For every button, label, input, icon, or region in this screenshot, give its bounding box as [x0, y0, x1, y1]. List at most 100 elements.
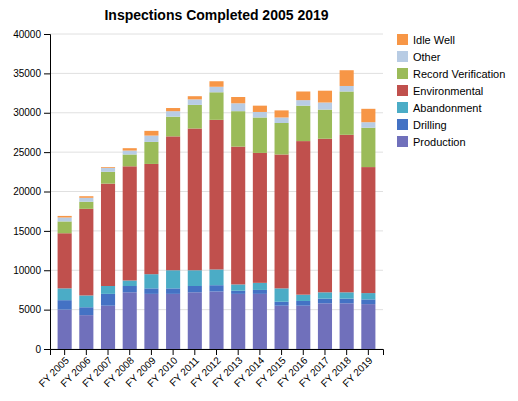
y-tick-mark	[44, 152, 50, 153]
bar	[361, 122, 375, 128]
title: Inspections Completed 2005 2019	[104, 7, 328, 23]
legend-swatch	[397, 51, 408, 62]
bar	[188, 270, 202, 286]
bar	[144, 142, 158, 164]
bar	[188, 129, 202, 271]
bar	[296, 106, 310, 141]
bar	[209, 81, 223, 87]
bars	[58, 70, 376, 349]
bar	[101, 184, 115, 286]
bar	[296, 301, 310, 306]
x-tick-mark	[259, 349, 260, 355]
bar	[209, 269, 223, 285]
series	[58, 86, 376, 221]
x-tick-mark	[368, 349, 369, 355]
x-axis-line	[51, 350, 384, 356]
y-tick: 30000	[13, 107, 50, 118]
bar	[144, 274, 158, 288]
plot: 0500010000150002000025000300003500040000…	[13, 29, 383, 389]
bar	[188, 292, 202, 349]
bar	[123, 151, 137, 155]
legend-label: Idle Well	[413, 34, 455, 46]
bar	[231, 284, 245, 290]
bar	[340, 292, 354, 298]
y-tick: 15000	[13, 226, 50, 237]
bar	[318, 292, 332, 298]
legend-label: Other	[413, 51, 441, 63]
y-tick-label: 20000	[13, 186, 41, 197]
bar	[253, 106, 267, 112]
bar	[188, 96, 202, 99]
legend-item: Drilling	[397, 119, 447, 131]
bar	[296, 295, 310, 301]
bar	[209, 285, 223, 291]
bar	[231, 103, 245, 111]
legend-label: Record Verification	[413, 68, 505, 80]
bar	[101, 172, 115, 184]
bar	[144, 136, 158, 142]
y-tick-mark	[44, 113, 50, 114]
bar	[340, 70, 354, 86]
bar	[123, 286, 137, 292]
bar	[79, 209, 93, 296]
bar	[231, 291, 245, 294]
bar	[188, 99, 202, 105]
legend-label: Drilling	[413, 119, 447, 131]
x-tick-mark	[86, 349, 87, 355]
bar	[361, 167, 375, 293]
x-tick-mark	[129, 349, 130, 355]
x-tick-mark	[151, 349, 152, 355]
bar	[318, 139, 332, 293]
series	[58, 120, 376, 296]
series	[58, 91, 376, 233]
x-tick-mark	[281, 349, 282, 355]
bar	[166, 111, 180, 117]
bar	[318, 110, 332, 139]
bar	[275, 288, 289, 301]
y-axis: 0500010000150002000025000300003500040000	[13, 29, 50, 355]
bar	[188, 286, 202, 292]
bar	[340, 86, 354, 92]
bar	[361, 293, 375, 299]
legend-item: Idle Well	[397, 34, 455, 46]
bar	[318, 103, 332, 110]
bar	[253, 117, 267, 152]
bar	[340, 91, 354, 134]
y-tick-label: 10000	[13, 265, 41, 276]
bar	[123, 166, 137, 280]
legend-item: Environmental	[397, 85, 483, 97]
y-tick-mark	[44, 34, 50, 35]
legend-item: Record Verification	[397, 68, 505, 80]
grid-line	[50, 34, 383, 35]
legend-swatch	[397, 68, 408, 79]
legend-item: Abandonment	[397, 102, 482, 114]
bar	[209, 87, 223, 93]
legend-label: Production	[413, 136, 466, 148]
bar	[166, 108, 180, 111]
bar	[275, 302, 289, 306]
x-tick-mark	[108, 349, 109, 355]
bar	[144, 288, 158, 294]
bar	[123, 154, 137, 166]
x-tick-label: FY 2019	[340, 354, 375, 389]
legend-label: Environmental	[413, 85, 483, 97]
bar	[166, 288, 180, 294]
bar	[361, 304, 375, 349]
legend-swatch	[397, 119, 408, 130]
bar	[144, 164, 158, 274]
bar	[209, 92, 223, 120]
y-tick-mark	[44, 231, 50, 232]
bar	[79, 202, 93, 209]
bar	[101, 294, 115, 306]
x-tick: FY 2019	[340, 349, 375, 389]
y-tick-label: 40000	[13, 29, 41, 40]
y-tick-mark	[44, 73, 50, 74]
bar	[296, 91, 310, 100]
bar	[275, 306, 289, 349]
y-axis-line	[44, 35, 51, 350]
bar	[296, 100, 310, 106]
bar	[361, 109, 375, 122]
bar	[231, 111, 245, 146]
bar	[123, 280, 137, 286]
bar	[123, 292, 137, 349]
